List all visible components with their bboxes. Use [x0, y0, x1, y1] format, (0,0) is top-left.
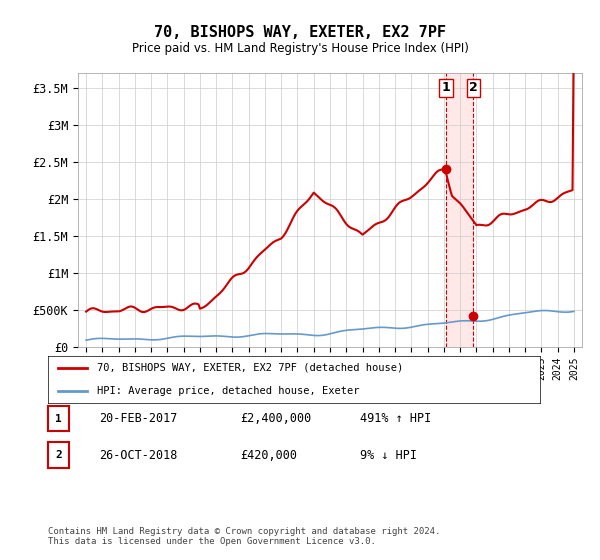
Text: 2: 2	[469, 81, 478, 94]
Text: 20-FEB-2017: 20-FEB-2017	[99, 412, 178, 426]
Text: 26-OCT-2018: 26-OCT-2018	[99, 449, 178, 462]
Text: 2: 2	[55, 450, 62, 460]
Text: 491% ↑ HPI: 491% ↑ HPI	[360, 412, 431, 426]
Text: HPI: Average price, detached house, Exeter: HPI: Average price, detached house, Exet…	[97, 386, 360, 396]
Text: Price paid vs. HM Land Registry's House Price Index (HPI): Price paid vs. HM Land Registry's House …	[131, 42, 469, 55]
Text: 70, BISHOPS WAY, EXETER, EX2 7PF: 70, BISHOPS WAY, EXETER, EX2 7PF	[154, 25, 446, 40]
Text: Contains HM Land Registry data © Crown copyright and database right 2024.
This d: Contains HM Land Registry data © Crown c…	[48, 526, 440, 546]
Text: £2,400,000: £2,400,000	[240, 412, 311, 426]
Text: £420,000: £420,000	[240, 449, 297, 462]
Text: 70, BISHOPS WAY, EXETER, EX2 7PF (detached house): 70, BISHOPS WAY, EXETER, EX2 7PF (detach…	[97, 362, 403, 372]
Text: 1: 1	[442, 81, 450, 94]
Text: 9% ↓ HPI: 9% ↓ HPI	[360, 449, 417, 462]
Bar	[446, 73, 473, 347]
Text: 1: 1	[55, 414, 62, 423]
